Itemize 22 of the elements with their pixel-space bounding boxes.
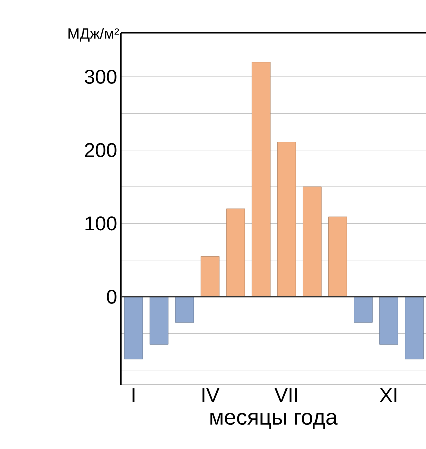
bar — [303, 186, 322, 298]
y-axis-title: МДж/м² — [68, 28, 120, 42]
x-axis-title: месяцы года — [210, 413, 338, 430]
bar — [328, 216, 348, 298]
y-tick-label: 100 — [86, 216, 117, 231]
x-tick-label: VII — [274, 388, 298, 402]
bar — [278, 142, 296, 298]
y-tick-label: 0 — [107, 290, 117, 304]
bar — [200, 256, 220, 298]
bar — [150, 296, 169, 345]
bar — [380, 296, 398, 345]
bar — [226, 208, 246, 298]
bar — [124, 296, 144, 360]
x-tick-label: IV — [202, 388, 220, 402]
bar — [175, 296, 194, 323]
x-tick-label: XI — [380, 388, 397, 402]
y-tick-label: 300 — [85, 70, 117, 84]
bar — [252, 62, 271, 298]
bar — [354, 296, 373, 323]
bar — [405, 296, 424, 360]
y-tick-label: 200 — [85, 143, 117, 158]
x-tick-label: I — [132, 388, 135, 402]
